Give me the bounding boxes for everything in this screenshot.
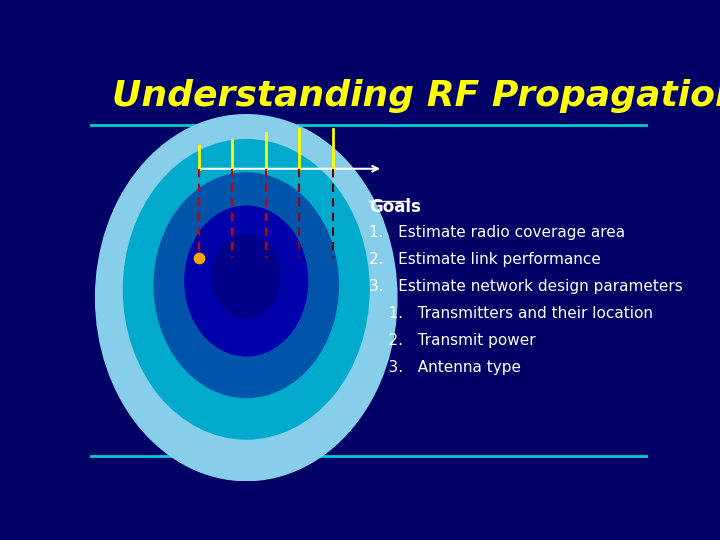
Text: 2.   Estimate link performance: 2. Estimate link performance bbox=[369, 252, 601, 267]
Text: 2.   Transmit power: 2. Transmit power bbox=[369, 333, 536, 348]
Text: 1.   Estimate radio coverage area: 1. Estimate radio coverage area bbox=[369, 225, 625, 240]
Ellipse shape bbox=[96, 114, 397, 481]
Text: 1.   Transmitters and their location: 1. Transmitters and their location bbox=[369, 306, 653, 321]
Text: Goals: Goals bbox=[369, 198, 421, 216]
Text: 3.   Antenna type: 3. Antenna type bbox=[369, 360, 521, 375]
Text: Understanding RF Propagation: Understanding RF Propagation bbox=[112, 79, 720, 113]
Ellipse shape bbox=[124, 140, 369, 439]
Text: 3.   Estimate network design parameters: 3. Estimate network design parameters bbox=[369, 279, 683, 294]
Point bbox=[193, 254, 204, 262]
Ellipse shape bbox=[213, 235, 280, 319]
Ellipse shape bbox=[185, 206, 307, 356]
Ellipse shape bbox=[154, 173, 338, 397]
